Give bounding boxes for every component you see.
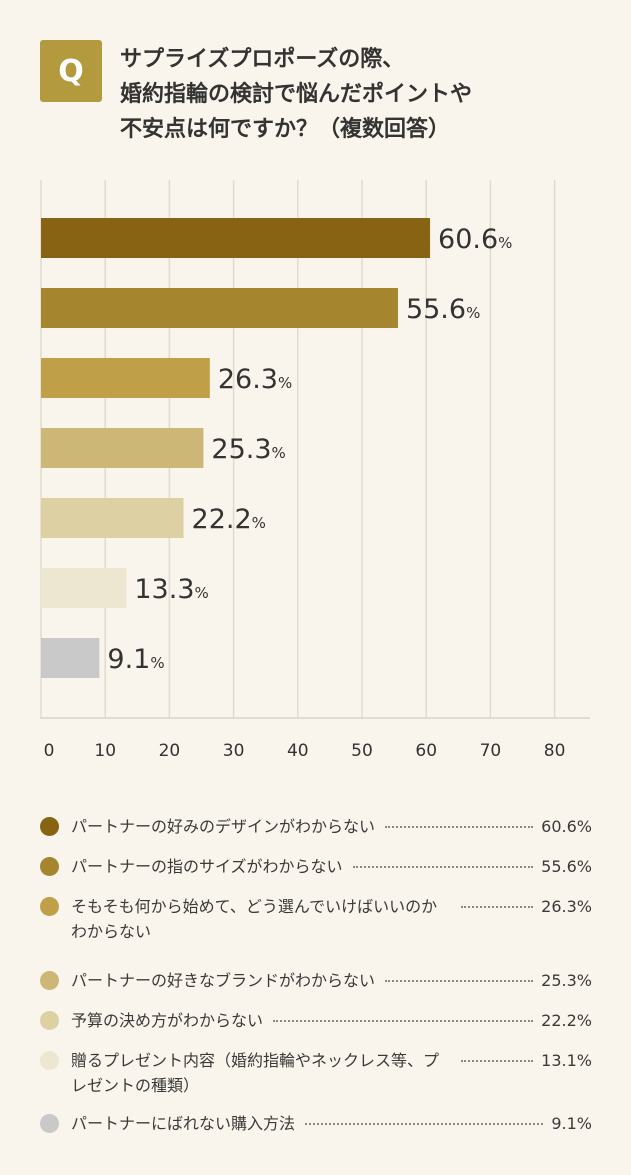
- bar-value-label: 60.6%: [438, 224, 512, 255]
- legend-item: パートナーにばれない購入方法 9.1%: [40, 1111, 592, 1136]
- x-tick-label: 10: [94, 741, 116, 761]
- bar: [41, 288, 398, 328]
- legend-value: 26.3%: [541, 897, 592, 916]
- bar: [41, 568, 127, 608]
- legend-label: パートナーにばれない購入方法: [71, 1114, 296, 1133]
- legend-leader: [461, 1048, 534, 1062]
- legend-item: パートナーの指のサイズがわからない 55.6%: [40, 854, 592, 879]
- bar-value-label: 26.3%: [218, 364, 292, 395]
- legend-label: そもそも何から始めて、どう選んでいけばいいのかわからない: [71, 897, 438, 941]
- legend-label: パートナーの好きなブランドがわからない: [71, 971, 376, 990]
- x-tick-label: 0: [44, 741, 55, 761]
- legend-leader: [273, 1008, 534, 1022]
- bar-chart: 0 10 20 30 40 50 60 70 80 60.6% 55.6% 26.3% 25.3% 22.…: [40, 180, 590, 761]
- legend-value: 55.6%: [541, 857, 592, 876]
- bar: [41, 428, 204, 468]
- x-tick-label: 20: [159, 741, 181, 761]
- bar: [41, 218, 431, 258]
- bar-value-label: 9.1%: [107, 644, 164, 675]
- legend-leader: [385, 968, 534, 982]
- question-title: サプライズプロポーズの際、 婚約指輪の検討で悩んだポイントや 不安点は何ですか？…: [120, 42, 590, 147]
- legend-item: パートナーの好きなブランドがわからない 25.3%: [40, 968, 592, 993]
- bar: [41, 498, 184, 538]
- bar-value-label: 22.2%: [192, 504, 266, 535]
- question-line: 婚約指輪の検討で悩んだポイントや: [120, 82, 473, 107]
- bar-value-label: 13.3%: [134, 574, 208, 605]
- legend-value: 25.3%: [541, 971, 592, 990]
- legend-leader: [385, 814, 534, 828]
- legend-swatch: [40, 1011, 59, 1030]
- x-tick-label: 30: [223, 741, 245, 761]
- legend-leader: [461, 894, 534, 908]
- legend-swatch: [40, 817, 59, 836]
- legend-value: 13.1%: [541, 1051, 592, 1070]
- question-badge: Q: [40, 40, 102, 102]
- legend-swatch: [40, 897, 59, 916]
- bar-value-label: 55.6%: [406, 294, 480, 325]
- question-line: サプライズプロポーズの際、: [120, 47, 405, 72]
- legend-item: そもそも何から始めて、どう選んでいけばいいのかわからない 26.3%: [40, 894, 592, 944]
- x-tick-label: 70: [480, 741, 502, 761]
- legend-swatch: [40, 1114, 59, 1133]
- x-tick-label: 50: [351, 741, 373, 761]
- legend-swatch: [40, 971, 59, 990]
- legend-leader: [305, 1111, 544, 1125]
- bar-value-label: 25.3%: [211, 434, 285, 465]
- legend-item: 贈るプレゼント内容（婚約指輪やネックレス等、プレゼントの種類） 13.1%: [40, 1048, 592, 1098]
- legend-item: パートナーの好みのデザインがわからない 60.6%: [40, 814, 592, 839]
- legend-swatch: [40, 1051, 59, 1070]
- legend-label: 贈るプレゼント内容（婚約指輪やネックレス等、プレゼントの種類）: [71, 1051, 440, 1095]
- x-tick-label: 60: [415, 741, 437, 761]
- bar: [41, 358, 210, 398]
- bar: [41, 638, 100, 678]
- legend-label: パートナーの指のサイズがわからない: [71, 857, 343, 876]
- legend-value: 60.6%: [541, 817, 592, 836]
- x-tick-label: 40: [287, 741, 309, 761]
- legend-item: 予算の決め方がわからない 22.2%: [40, 1008, 592, 1033]
- question-line: 不安点は何ですか？（複数回答）: [120, 117, 451, 142]
- legend-swatch: [40, 857, 59, 876]
- legend-leader: [352, 854, 534, 868]
- legend-value: 9.1%: [551, 1114, 592, 1133]
- legend-label: 予算の決め方がわからない: [71, 1011, 264, 1030]
- legend-value: 22.2%: [541, 1011, 592, 1030]
- x-tick-label: 80: [544, 741, 566, 761]
- legend-label: パートナーの好みのデザインがわからない: [71, 817, 376, 836]
